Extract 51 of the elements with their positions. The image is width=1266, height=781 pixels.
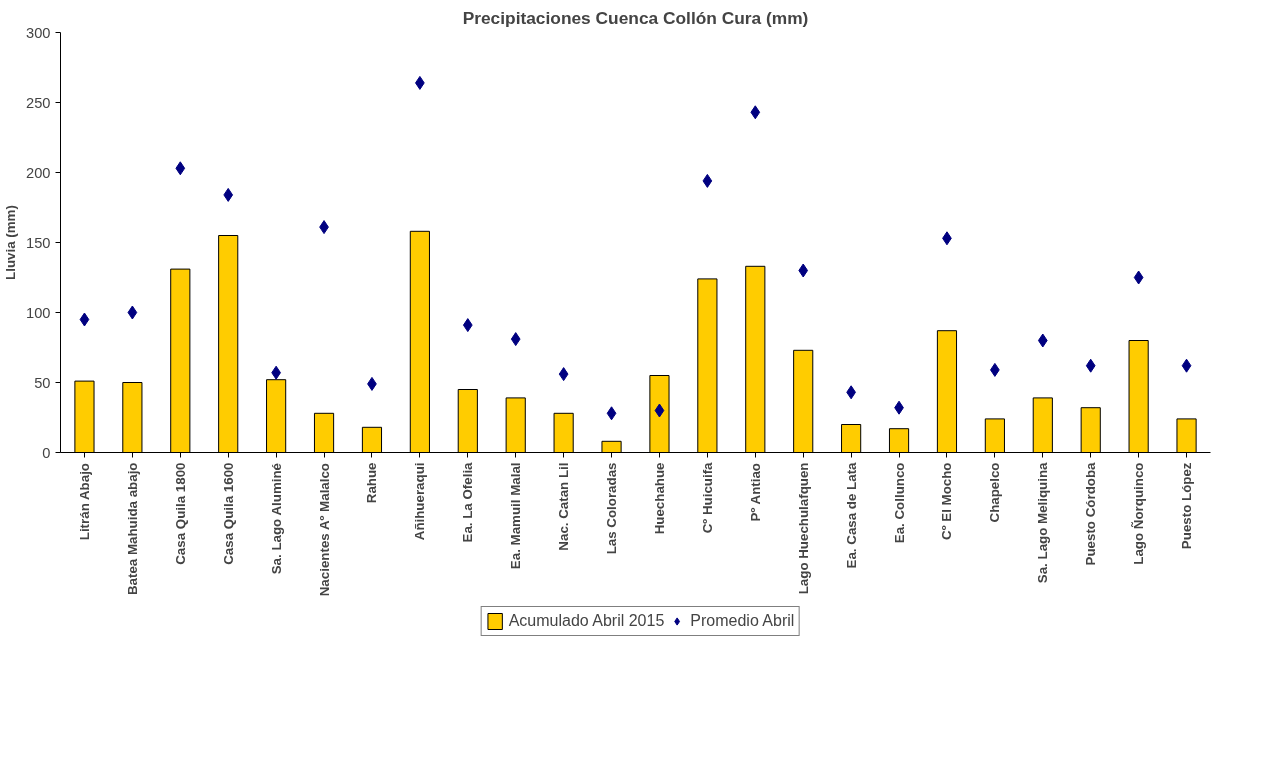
x-tick-label: Batea Mahuida abajo	[124, 462, 140, 596]
x-tick-label: Nacientes Aº Malalco	[316, 462, 332, 597]
y-tick-label: 200	[26, 164, 51, 181]
point	[558, 367, 569, 382]
x-tick-label: Cº Huicuifa	[699, 461, 715, 534]
x-tick-label: Añihueraqui	[412, 462, 428, 541]
x-tick-label: Ea. La Ofelia	[460, 461, 476, 543]
point	[702, 173, 713, 188]
x-tick-label: Casa Quila 1600	[220, 462, 236, 565]
point	[1181, 358, 1192, 373]
legend-label: Promedio Abril	[690, 612, 795, 630]
y-tick-label: 150	[26, 234, 51, 251]
y-axis-title: Lluvia (mm)	[3, 205, 19, 280]
x-tick-label: Sa. Lago Meliquina	[1035, 461, 1051, 584]
x-tick-label: Pº Antiao	[747, 462, 763, 522]
x-tick-label: Chapelco	[987, 462, 1003, 523]
point	[1133, 270, 1144, 285]
point	[175, 161, 186, 176]
y-tick-label: 300	[26, 24, 51, 41]
point	[798, 263, 809, 278]
x-tick-label: Lago Huechulafquen	[795, 462, 811, 595]
point	[79, 312, 90, 327]
x-tick-label: Ea. Collunco	[891, 462, 907, 544]
legend-label: Acumulado Abril 2015	[508, 612, 665, 630]
x-tick-label: Litrán Abajo	[76, 462, 92, 541]
x-tick-label: Huechahue	[651, 462, 667, 535]
x-tick-label: Nac. Catan Lil	[556, 462, 572, 551]
x-tick-label: Casa Quila 1800	[172, 462, 188, 565]
point	[510, 332, 521, 347]
x-tick-label: Cº El Mocho	[939, 462, 955, 540]
x-tick-label: Sa. Lago Aluminé	[268, 462, 284, 575]
x-tick-label: Puesto Córdoba	[1083, 461, 1099, 566]
point	[654, 403, 665, 418]
chart-title: Precipitaciones Cuenca Collón Cura (mm)	[462, 7, 809, 28]
y-tick-label: 100	[26, 304, 51, 321]
y-tick-label: 50	[34, 374, 51, 391]
x-tick-label: Lago Ñorquinco	[1131, 462, 1147, 565]
y-tick-label: 250	[26, 94, 51, 111]
point	[127, 305, 138, 320]
x-tick-label: Ea. Mamuil Malal	[508, 462, 524, 570]
point	[1037, 333, 1048, 348]
point	[750, 105, 761, 120]
point	[223, 187, 234, 202]
point	[606, 406, 617, 421]
x-tick-label: Ea. Casa de Lata	[843, 461, 859, 569]
x-tick-label: Las Coloradas	[604, 462, 620, 555]
x-tick-label: Puesto López	[1179, 462, 1195, 550]
point	[462, 318, 473, 333]
point	[1085, 358, 1096, 373]
y-tick-label: 0	[42, 444, 51, 461]
x-tick-label: Rahue	[364, 462, 380, 504]
